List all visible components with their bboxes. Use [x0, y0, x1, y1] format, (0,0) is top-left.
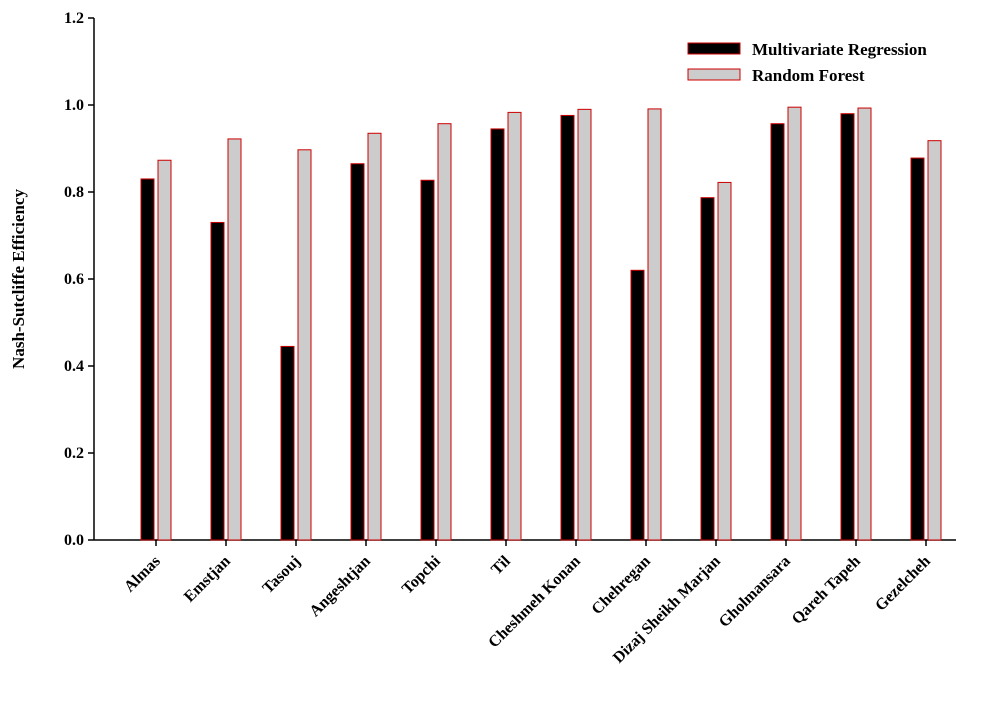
bar-random-forest — [717, 181, 732, 541]
bar-random-forest — [437, 123, 452, 541]
legend-swatch-random-forest — [687, 68, 741, 81]
x-tick-label: Til — [488, 552, 514, 578]
y-ticks: 0.0 0.2 0.4 0.6 0.8 1.0 1.2 — [64, 10, 94, 549]
x-ticks: Almas Emstjan Tasouj Angeshtjan Topchi Til Che… — [121, 540, 934, 667]
legend-swatch-multivariate-regression — [687, 42, 741, 55]
y-tick-label: 1.0 — [64, 97, 84, 114]
bar-random-forest — [647, 108, 662, 541]
bar-multivariate-regression — [280, 345, 295, 541]
x-tick-label: Topchi — [399, 552, 444, 597]
bar-multivariate-regression — [420, 179, 435, 541]
bar-random-forest — [927, 140, 942, 541]
y-tick-label: 0.4 — [64, 358, 84, 375]
bar-random-forest — [507, 111, 522, 541]
bar-random-forest — [577, 108, 592, 541]
bars — [140, 106, 942, 541]
x-tick-label: Qareh Tapeh — [789, 553, 864, 628]
bar-multivariate-regression — [140, 178, 155, 541]
y-tick-label: 0.0 — [64, 532, 84, 549]
x-tick-label: Chehregan — [589, 553, 654, 618]
y-tick-label: 0.2 — [64, 445, 84, 462]
bar-multivariate-regression — [910, 157, 925, 541]
bar-multivariate-regression — [770, 123, 785, 541]
legend-label-multivariate-regression: Multivariate Regression — [752, 40, 927, 59]
bar-multivariate-regression — [840, 113, 855, 541]
bar-random-forest — [857, 107, 872, 541]
legend: Multivariate Regression Random Forest — [687, 40, 927, 85]
x-tick-label: Emstjan — [181, 553, 234, 606]
x-tick-label: Gezelcheh — [872, 553, 934, 615]
x-tick-label: Angeshtjan — [306, 553, 373, 620]
bar-random-forest — [297, 149, 312, 541]
bar-multivariate-regression — [560, 114, 575, 541]
y-tick-label: 0.8 — [64, 184, 84, 201]
y-axis-label: Nash-Sutcliffe Efficiency — [9, 189, 28, 369]
x-tick-label: Gholmansara — [716, 553, 794, 631]
x-tick-label: Almas — [121, 553, 164, 596]
bar-multivariate-regression — [350, 163, 365, 541]
bar-multivariate-regression — [630, 269, 645, 541]
bar-random-forest — [367, 132, 382, 541]
bar-multivariate-regression — [210, 221, 225, 541]
bar-random-forest — [227, 138, 242, 541]
bar-random-forest — [787, 106, 802, 541]
x-tick-label: Tasouj — [260, 553, 304, 597]
bar-multivariate-regression — [700, 197, 715, 541]
legend-label-random-forest: Random Forest — [752, 66, 865, 85]
bar-multivariate-regression — [490, 128, 505, 541]
y-tick-label: 0.6 — [64, 271, 84, 288]
bar-random-forest — [157, 159, 172, 541]
y-tick-label: 1.2 — [64, 10, 84, 27]
